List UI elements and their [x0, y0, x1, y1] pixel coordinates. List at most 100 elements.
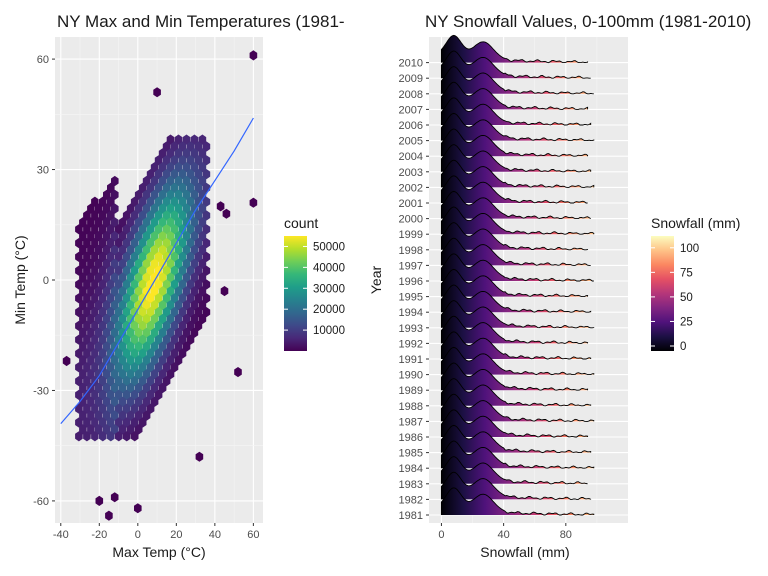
ridgeline-y-tick-label: 1992 [399, 338, 423, 350]
ridgeline-ridge-outline [440, 284, 592, 313]
ridgeline-ridge-outline [440, 315, 589, 344]
hexbin-cell [174, 258, 183, 269]
hexbin-cell [111, 355, 119, 366]
hexbin-cell [194, 307, 203, 318]
hexbin-cell [118, 286, 127, 297]
hexbin-cell [95, 355, 103, 366]
hexbin-cell [182, 175, 191, 187]
hexbin-cell [111, 189, 119, 200]
hexbin-cell [111, 175, 119, 187]
hexbin-cell [162, 238, 171, 249]
hexbin-x-tick-label: -20 [91, 529, 107, 541]
hexbin-cell [154, 320, 163, 331]
hexbin-cell [166, 313, 175, 325]
hexbin-cell [162, 362, 171, 373]
hexbin-cell [158, 217, 167, 228]
hexbin-cell [162, 196, 171, 207]
hexbin-cell [118, 327, 127, 338]
hexbin-cell [166, 244, 175, 256]
hexbin-cell [154, 169, 163, 180]
ridgeline-ridge-outline [440, 487, 595, 516]
hexbin-cell [95, 244, 103, 256]
hexbin-cell [202, 279, 211, 290]
hexbin-cell [130, 348, 139, 359]
ridgeline-y-tick-label: 1990 [399, 370, 423, 382]
hexbin-cell [162, 169, 171, 180]
hexbin-cell [118, 217, 127, 228]
hexbin-cell [154, 362, 163, 373]
hexbin-cell [134, 231, 143, 242]
hexbin-cell [174, 300, 183, 311]
hexbin-cell [118, 382, 127, 394]
hexbin-cell [170, 293, 179, 304]
hexbin-cell [75, 389, 83, 400]
hexbin-cell [103, 369, 111, 380]
hexbin-cell [142, 396, 151, 407]
hexbin-cell [146, 169, 155, 180]
snowfall-legend-tick-label: 100 [680, 243, 699, 255]
hexbin-cell [103, 355, 111, 366]
ridgeline-y-tick-label: 1997 [399, 260, 423, 272]
hexbin-cell [174, 203, 183, 214]
hexbin-cell [154, 265, 163, 276]
hexbin-cell [83, 334, 91, 345]
hexbin-cell [111, 327, 119, 338]
hexbin-cell [146, 251, 155, 262]
ridgeline-ridge-fill [441, 300, 594, 328]
hexbin-cell [111, 231, 119, 242]
ridgeline-ridge-outline [440, 50, 591, 79]
hexbin-cell [202, 155, 211, 166]
hexbin-cell [99, 431, 107, 442]
hexbin-cell [158, 162, 167, 173]
hexbin-cell [83, 265, 91, 276]
hexbin-cell [202, 307, 211, 318]
ridgeline-y-tick-label: 1996 [399, 276, 423, 288]
hexbin-cell [150, 341, 159, 352]
hexbin-cell [95, 217, 103, 228]
hexbin-cell [166, 148, 175, 159]
hexbin-cell [194, 210, 203, 221]
hexbin-y-tick-label: -30 [33, 385, 49, 397]
hexbin-cell [166, 286, 175, 297]
hexbin-cell [83, 238, 91, 249]
hexbin-cell [150, 300, 159, 311]
hexbin-cell [158, 203, 167, 214]
hexbin-cell [130, 196, 139, 207]
hexbin-cell [87, 313, 95, 325]
hexbin-cell [190, 175, 199, 187]
hexbin-cell [186, 155, 195, 166]
hexbin-cell [118, 424, 127, 435]
hexbin-cell [154, 279, 163, 290]
hexbin-cell [150, 162, 159, 173]
hexbin-cell [75, 362, 83, 373]
hexbin-cell [75, 403, 83, 414]
hexbin-cell [170, 348, 179, 359]
hexbin-cell [118, 341, 127, 352]
hexbin-cell [202, 141, 211, 152]
ridgeline-ridge-fill [441, 441, 594, 469]
hexbin-cell [138, 362, 147, 373]
hexbin-cell [154, 348, 163, 359]
hexbin-cell [158, 355, 167, 366]
hexbin-cell [198, 286, 207, 297]
hexbin-cell [91, 403, 99, 414]
hexbin-cell [79, 300, 87, 311]
hexbin-cell [198, 217, 207, 228]
hexbin-cell [166, 327, 175, 338]
hexbin-cell [158, 313, 167, 325]
hexbin-cell [91, 307, 99, 318]
hexbin-cell [178, 141, 187, 152]
ridgeline-y-tick-label: 2002 [399, 182, 423, 194]
hexbin-cell [198, 272, 207, 283]
snowfall-legend-tick-label: 75 [680, 267, 693, 279]
hexbin-cell [142, 355, 151, 366]
hexbin-cell [186, 279, 195, 290]
hexbin-cell [126, 300, 135, 311]
hexbin-cell [162, 348, 171, 359]
hexbin-cell [87, 341, 95, 352]
hexbin-cell [103, 382, 111, 394]
hexbin-cell [122, 210, 131, 221]
ridgeline-ridge-fill [441, 82, 588, 110]
hexbin-cell [103, 272, 111, 283]
hexbin-cell [122, 431, 131, 442]
